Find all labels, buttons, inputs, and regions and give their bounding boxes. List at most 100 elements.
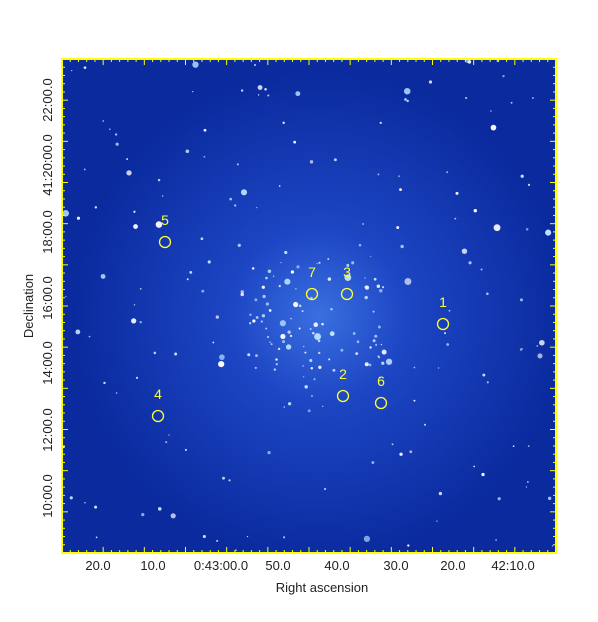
star — [264, 87, 267, 91]
star — [490, 124, 497, 131]
star — [266, 335, 270, 339]
star — [95, 536, 98, 539]
star — [253, 63, 256, 66]
marker-label: 3 — [343, 264, 351, 280]
star — [400, 244, 404, 249]
star — [83, 66, 87, 70]
star — [313, 378, 316, 381]
star — [493, 224, 501, 232]
star — [381, 361, 385, 365]
star — [247, 353, 251, 357]
star — [364, 277, 366, 279]
star — [290, 317, 292, 320]
y-tick-label: 16:00.0 — [40, 276, 55, 319]
y-tick-label: 12:00.0 — [40, 408, 55, 451]
star — [473, 209, 477, 213]
star — [267, 451, 271, 455]
star — [275, 358, 278, 361]
star — [295, 91, 301, 97]
star — [290, 270, 295, 274]
star — [240, 89, 244, 92]
star — [438, 367, 440, 369]
x-axis-title: Right ascension — [276, 580, 369, 595]
star — [191, 90, 194, 93]
star — [486, 292, 489, 296]
star — [254, 366, 257, 370]
star — [165, 441, 168, 444]
y-tick-label: 10:00.0 — [40, 474, 55, 517]
star — [539, 339, 545, 346]
marker-label: 2 — [339, 366, 347, 382]
star — [480, 268, 483, 271]
star — [302, 365, 304, 367]
frame — [61, 58, 557, 554]
star — [356, 340, 360, 344]
star — [309, 160, 314, 164]
star — [399, 188, 402, 192]
star — [495, 538, 498, 541]
star — [532, 97, 534, 99]
marker-circle — [158, 235, 172, 249]
star — [438, 491, 443, 496]
star — [385, 358, 393, 365]
star — [262, 294, 266, 299]
star — [76, 216, 81, 220]
star — [260, 320, 263, 323]
star — [551, 545, 554, 547]
star — [186, 278, 189, 281]
star — [157, 178, 161, 182]
star — [283, 536, 286, 539]
star — [372, 310, 375, 313]
star — [346, 263, 350, 267]
star — [288, 402, 292, 406]
star — [200, 237, 204, 241]
star — [303, 345, 305, 348]
star — [436, 520, 438, 522]
star — [314, 333, 322, 340]
star — [364, 295, 368, 300]
star — [273, 368, 277, 371]
star — [301, 310, 304, 313]
star — [329, 331, 335, 337]
star — [201, 289, 205, 293]
star — [310, 367, 314, 370]
star — [323, 487, 327, 491]
star — [265, 327, 268, 330]
star — [269, 341, 271, 343]
star — [482, 373, 486, 377]
star — [251, 267, 255, 270]
star — [370, 255, 372, 258]
star — [229, 197, 232, 201]
star — [102, 120, 105, 122]
star — [317, 339, 321, 343]
star — [218, 360, 225, 368]
star — [547, 496, 552, 501]
x-tick-label: 20.0 — [440, 558, 465, 573]
star — [321, 322, 324, 326]
star — [282, 340, 286, 344]
star — [376, 284, 381, 288]
star — [126, 158, 129, 161]
star — [249, 322, 252, 325]
star — [240, 189, 248, 196]
star — [490, 110, 492, 112]
star — [133, 304, 136, 306]
marker-label: 7 — [308, 264, 316, 280]
star — [256, 206, 258, 209]
star — [403, 87, 411, 95]
star — [448, 309, 451, 312]
star — [379, 289, 383, 293]
star — [502, 74, 505, 78]
marker-label: 4 — [154, 386, 162, 402]
star — [162, 195, 164, 197]
marker-label: 6 — [377, 373, 385, 389]
star — [374, 334, 378, 338]
star — [267, 94, 270, 97]
star — [309, 358, 313, 363]
star — [351, 261, 355, 265]
star — [65, 295, 67, 298]
star — [236, 163, 239, 166]
stars — [62, 59, 556, 552]
star — [222, 476, 225, 480]
star — [270, 343, 273, 346]
